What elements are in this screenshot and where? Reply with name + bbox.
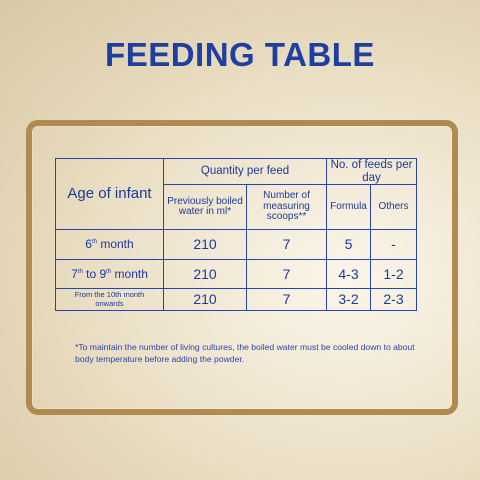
- footnote-line-2: body temperature before adding the powde…: [75, 354, 245, 365]
- water-header: Previously boiled water in ml*: [163, 184, 247, 230]
- water-cell: 210: [163, 229, 247, 260]
- gold-frame: [26, 120, 458, 415]
- page-title: FEEDING TABLE: [105, 36, 375, 73]
- age-of-infant-header: Age of infant: [55, 158, 164, 230]
- formula-cell: 4-3: [326, 259, 372, 289]
- table-row: 7th to 9th month 210 7 4-3 1-2: [55, 259, 418, 289]
- footnote-line-1: *To maintain the number of living cultur…: [75, 342, 415, 352]
- age-cell: 7th to 9th month: [55, 259, 164, 289]
- others-cell: 2-3: [370, 288, 418, 311]
- table-row: From the 10th month onwards 210 7 3-2 2-3: [55, 288, 418, 311]
- footnote: *To maintain the number of living cultur…: [75, 341, 425, 365]
- age-cell: 6th month: [55, 229, 164, 260]
- formula-cell: 5: [326, 229, 372, 260]
- scoops-header: Number of measuring scoops**: [245, 184, 328, 230]
- others-cell: 1-2: [370, 259, 418, 289]
- quantity-per-feed-header: Quantity per feed: [162, 158, 328, 185]
- age-cell: From the 10th month onwards: [55, 288, 164, 311]
- feeds-per-day-header: No. of feeds per day: [326, 158, 418, 185]
- formula-header: Formula: [326, 184, 372, 230]
- feeding-table: Age of infant Quantity per feed No. of f…: [55, 158, 418, 311]
- scoops-cell: 7: [245, 259, 328, 289]
- table-row: 6th month 210 7 5 -: [55, 229, 418, 260]
- others-cell: -: [370, 229, 418, 260]
- scoops-cell: 7: [245, 288, 328, 311]
- water-cell: 210: [163, 288, 247, 311]
- formula-cell: 3-2: [326, 288, 372, 311]
- others-header: Others: [370, 184, 418, 230]
- scoops-cell: 7: [245, 229, 328, 260]
- water-cell: 210: [163, 259, 247, 289]
